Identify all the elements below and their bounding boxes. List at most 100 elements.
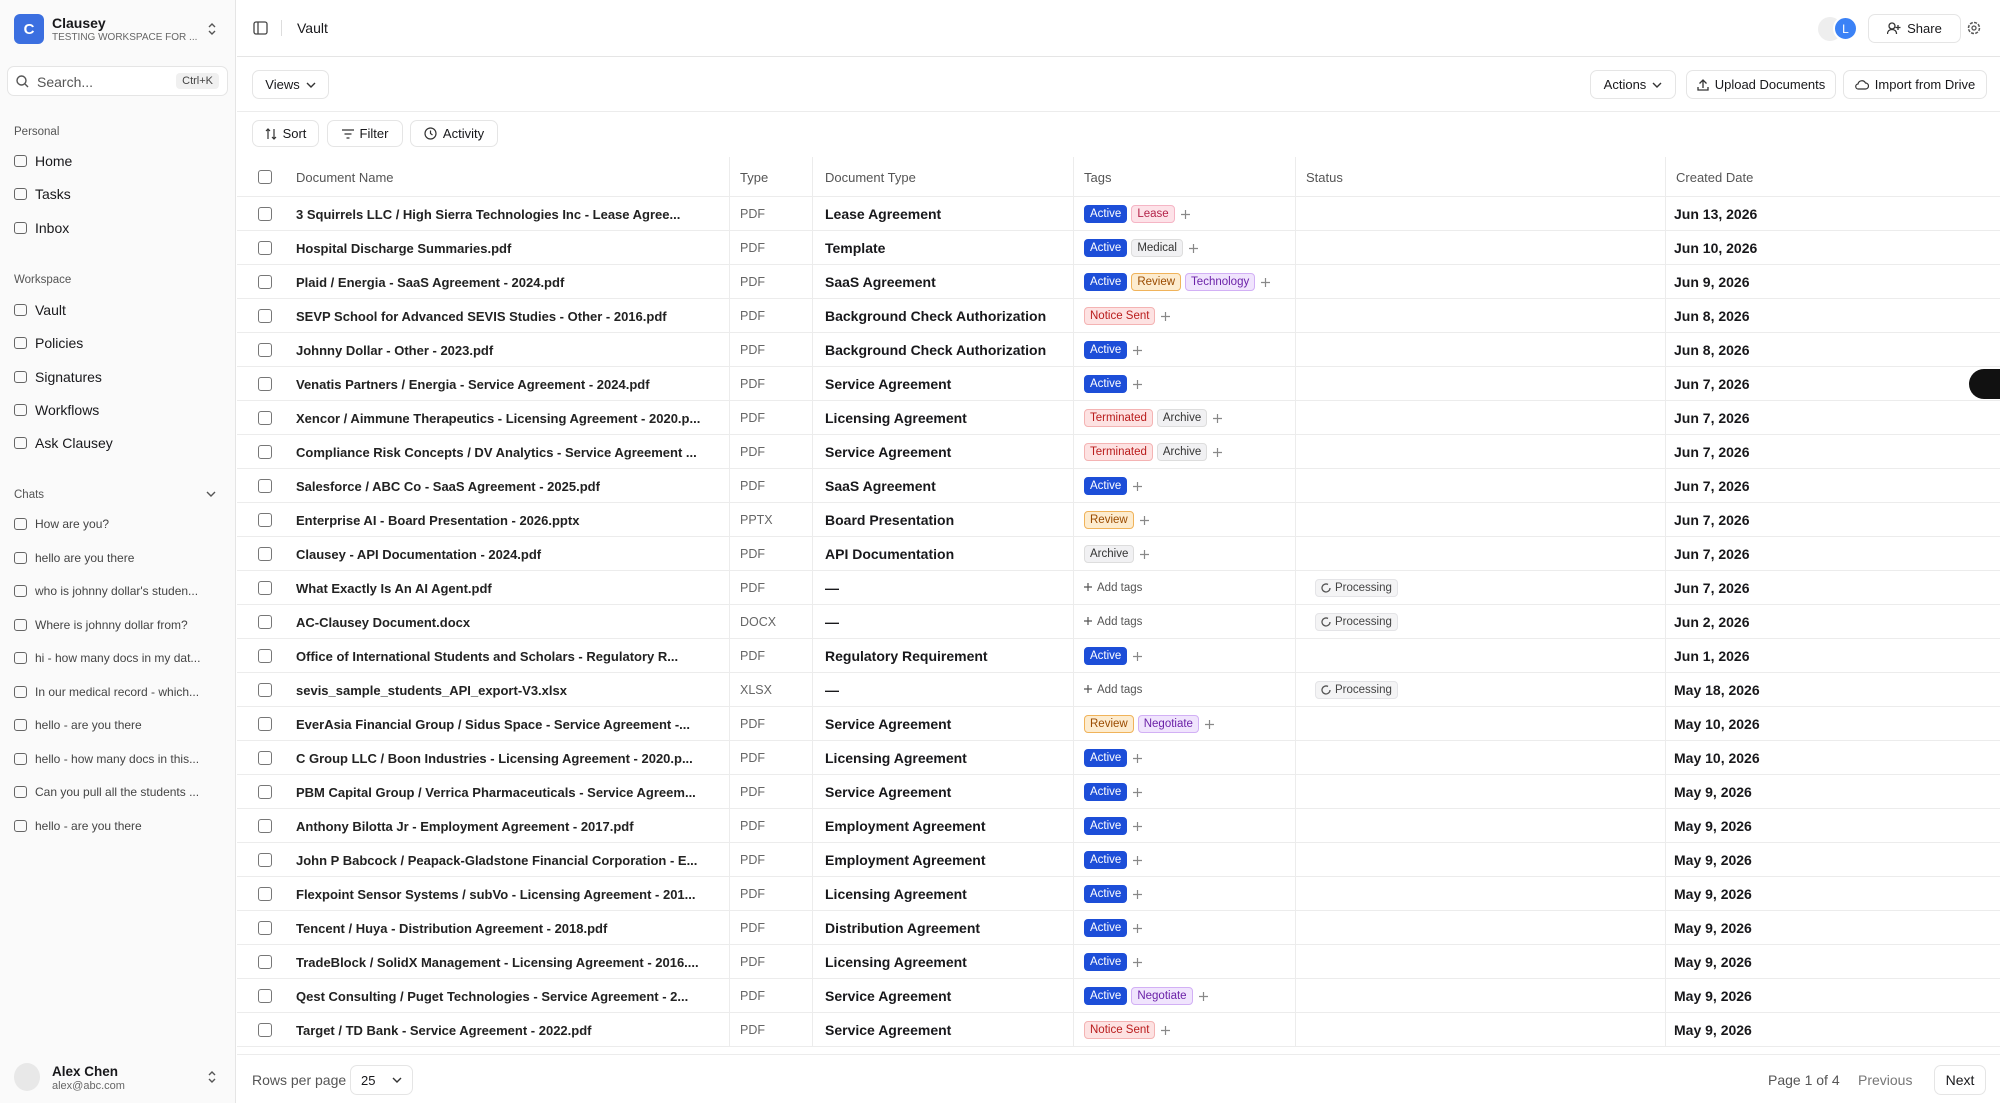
table-row[interactable]: sevis_sample_students_API_export-V3.xlsx… [237, 673, 2000, 707]
nav-item[interactable]: Can you pull all the students ... [14, 785, 199, 799]
previous-button[interactable]: Previous [1858, 1072, 1913, 1088]
activity-button[interactable]: Activity [410, 120, 498, 147]
add-tag-button[interactable] [1133, 852, 1143, 868]
table-row[interactable]: Johnny Dollar - Other - 2023.pdf PDF Backg… [237, 333, 2000, 367]
tag[interactable]: Technology [1185, 273, 1256, 291]
add-tag-button[interactable] [1133, 342, 1143, 358]
row-checkbox[interactable] [258, 581, 272, 595]
add-tag-button[interactable] [1133, 784, 1143, 800]
tag[interactable]: Terminated [1084, 443, 1153, 461]
column-header[interactable]: Status [1306, 169, 1343, 185]
search[interactable]: Search... Ctrl+K [7, 66, 228, 96]
table-row[interactable]: Clausey - API Documentation - 2024.pdf PD… [237, 537, 2000, 571]
row-checkbox[interactable] [258, 479, 272, 493]
row-checkbox[interactable] [258, 275, 272, 289]
tag[interactable]: Medical [1131, 239, 1183, 257]
add-tag-button[interactable] [1161, 1022, 1171, 1038]
table-row[interactable]: Hospital Discharge Summaries.pdf PDF Templ… [237, 231, 2000, 265]
nav-item[interactable]: Inbox [14, 220, 69, 236]
next-button[interactable]: Next [1934, 1065, 1986, 1095]
add-tag-button[interactable] [1133, 648, 1143, 664]
row-checkbox[interactable] [258, 411, 272, 425]
add-tag-button[interactable] [1133, 886, 1143, 902]
tag[interactable]: Archive [1156, 443, 1208, 461]
table-row[interactable]: EverAsia Financial Group / Sidus Space -… [237, 707, 2000, 741]
nav-item[interactable]: Where is johnny dollar from? [14, 618, 188, 632]
tag[interactable]: Notice Sent [1084, 307, 1156, 325]
tag[interactable]: Notice Sent [1084, 1021, 1156, 1039]
row-checkbox[interactable] [258, 955, 272, 969]
table-row[interactable]: C Group LLC / Boon Industries - Licensin… [237, 741, 2000, 775]
switch-icon[interactable] [206, 21, 218, 37]
tag[interactable]: Review [1084, 511, 1134, 529]
tag[interactable]: Terminated [1084, 409, 1153, 427]
nav-item[interactable]: Home [14, 153, 72, 169]
column-header[interactable]: Document Type [825, 169, 916, 185]
add-tag-button[interactable] [1198, 988, 1208, 1004]
nav-item[interactable]: Ask Clausey [14, 435, 113, 451]
tag[interactable]: Active [1084, 919, 1128, 937]
workspace-name[interactable]: Clausey [52, 15, 106, 31]
row-checkbox[interactable] [258, 513, 272, 527]
column-header[interactable]: Created Date [1676, 169, 1754, 185]
row-checkbox[interactable] [258, 887, 272, 901]
row-checkbox[interactable] [258, 241, 272, 255]
actions-button[interactable]: Actions [1590, 70, 1676, 99]
add-tag-button[interactable] [1139, 512, 1149, 528]
add-tag-button[interactable] [1133, 750, 1143, 766]
add-tag-button[interactable] [1180, 206, 1190, 222]
table-row[interactable]: Tencent / Huya - Distribution Agreement … [237, 911, 2000, 945]
tag[interactable]: Archive [1084, 545, 1135, 563]
nav-item[interactable]: hello - are you there [14, 718, 142, 732]
tag[interactable]: Negotiate [1137, 715, 1199, 733]
add-tag-button[interactable] [1213, 410, 1223, 426]
tag[interactable]: Lease [1131, 205, 1175, 223]
tag[interactable]: Review [1084, 715, 1134, 733]
add-tag-button[interactable] [1133, 954, 1143, 970]
row-checkbox[interactable] [258, 343, 272, 357]
row-checkbox[interactable] [258, 207, 272, 221]
row-checkbox[interactable] [258, 1023, 272, 1037]
tag[interactable]: Active [1084, 375, 1128, 393]
tag[interactable]: Active [1084, 851, 1128, 869]
tag[interactable]: Negotiate [1131, 987, 1193, 1005]
tag[interactable]: Active [1084, 477, 1128, 495]
nav-item[interactable]: Tasks [14, 186, 71, 202]
chats-collapse[interactable] [206, 489, 216, 500]
add-tag-button[interactable] [1133, 818, 1143, 834]
tag[interactable]: Active [1084, 783, 1128, 801]
row-checkbox[interactable] [258, 615, 272, 629]
nav-item[interactable]: Policies [14, 335, 83, 351]
nav-item[interactable]: In our medical record - which... [14, 685, 199, 699]
sidebar-toggle[interactable] [253, 21, 268, 35]
add-tag-button[interactable] [1140, 546, 1150, 562]
table-row[interactable]: Qest Consulting / Puget Technologies - S… [237, 979, 2000, 1013]
nav-item[interactable]: Vault [14, 302, 66, 318]
row-checkbox[interactable] [258, 683, 272, 697]
add-tag-button[interactable] [1161, 308, 1171, 324]
row-checkbox[interactable] [258, 785, 272, 799]
sort-button[interactable]: Sort [252, 120, 319, 147]
table-row[interactable]: 3 Squirrels LLC / High Sierra Technologi… [237, 197, 2000, 231]
nav-item[interactable]: who is johnny dollar's studen... [14, 584, 198, 598]
filter-button[interactable]: Filter [327, 120, 403, 147]
tag[interactable]: Active [1084, 987, 1128, 1005]
tag[interactable]: Review [1131, 273, 1182, 291]
tag[interactable]: Active [1084, 341, 1128, 359]
settings-icon[interactable] [1967, 21, 1981, 35]
add-tag-button[interactable] [1204, 716, 1214, 732]
row-checkbox[interactable] [258, 751, 272, 765]
table-row[interactable]: Salesforce / ABC Co - SaaS Agreement - 2… [237, 469, 2000, 503]
add-tag-button[interactable] [1133, 376, 1143, 392]
nav-item[interactable]: hi - how many docs in my dat... [14, 651, 200, 665]
table-row[interactable]: Office of International Students and Sch… [237, 639, 2000, 673]
row-checkbox[interactable] [258, 445, 272, 459]
table-row[interactable]: PBM Capital Group / Verrica Pharmaceutic… [237, 775, 2000, 809]
add-tags[interactable]: Add tags [1084, 582, 1142, 594]
tag[interactable]: Archive [1156, 409, 1208, 427]
views-button[interactable]: Views [252, 70, 329, 99]
table-row[interactable]: Venatis Partners / Energia - Service Agr… [237, 367, 2000, 401]
row-checkbox[interactable] [258, 921, 272, 935]
column-header[interactable]: Document Name [296, 169, 394, 185]
import-button[interactable]: Import from Drive [1843, 70, 1987, 99]
